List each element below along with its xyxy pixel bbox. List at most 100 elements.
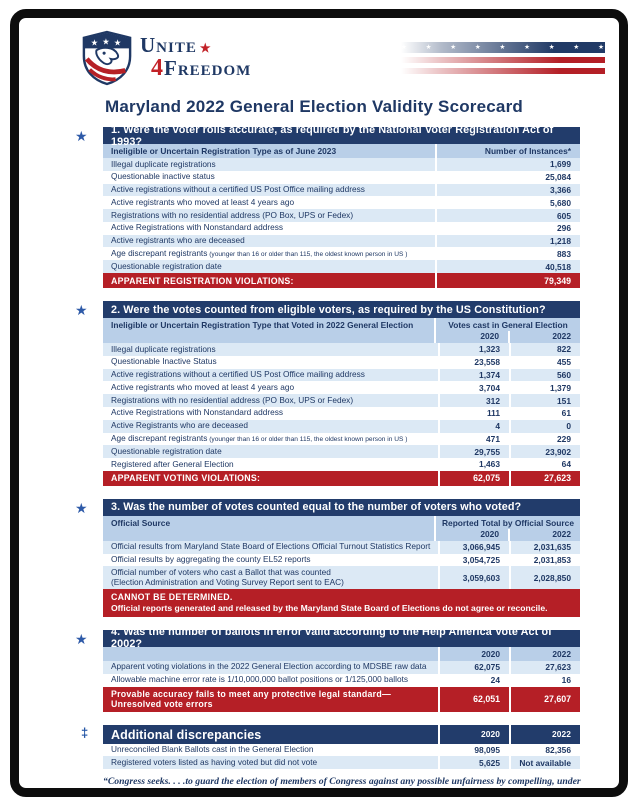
row-label-text: Unreconciled Blank Ballots cast in the G… <box>111 744 314 755</box>
table-row: Active Registrants who are deceased 4 0 <box>103 419 580 433</box>
year-column-header: 2020 <box>438 646 509 661</box>
row-value: 2,031,635 <box>509 540 580 554</box>
column-header-label: Ineligible or Uncertain Registration Typ… <box>111 146 337 156</box>
total-row: APPARENT REGISTRATION VIOLATIONS: 79,349 <box>103 273 580 289</box>
row-value: 61 <box>509 406 580 420</box>
quote-text: “Congress seeks. . . .to guard the elect… <box>103 776 581 797</box>
row-label: Active Registrants who are deceased <box>103 420 438 433</box>
table-row: Official number of voters who cast a Bal… <box>103 566 580 589</box>
table-row: Active Registrations with Nonstandard ad… <box>103 406 580 420</box>
row-value: 1,374 <box>438 368 509 382</box>
table-row: Registered after General Election 1,463 64 <box>103 458 580 471</box>
row-value: 111 <box>438 406 509 420</box>
section-1: ★ 1. Were the voter rolls accurate, as re… <box>75 124 580 289</box>
table-row: Active registrants who moved at least 4 … <box>103 196 580 210</box>
row-label-text: Questionable inactive status <box>111 171 215 182</box>
row-label: Age discrepant registrants (younger than… <box>103 247 435 260</box>
row-label: Apparent voting violations in the 2022 G… <box>103 661 438 674</box>
table-row: Registered voters listed as having voted… <box>103 756 580 770</box>
table-row: Active registrations without a certified… <box>103 368 580 382</box>
row-label: Registered voters listed as having voted… <box>103 756 438 769</box>
row-label-text: Apparent voting violations in the 2022 G… <box>111 661 427 672</box>
section-3: ★ 3. Was the number of votes counted equa… <box>75 498 580 617</box>
table-rows: Apparent voting violations in the 2022 G… <box>103 660 580 687</box>
row-label-text: Questionable registration date <box>111 260 222 271</box>
section-star-icon: ★ <box>75 630 88 647</box>
year-column-header: 2020 <box>438 724 509 744</box>
page-frame: ★ ★ ★ Unite★ 4Freedom ★ ★ ★ ★ ★ ★ ★ ★ ★ <box>10 9 628 797</box>
row-value: 3,066,945 <box>438 540 509 554</box>
row-label-text: Registered voters listed as having voted… <box>111 756 318 767</box>
section-table: 2. Were the votes counted from eligible … <box>103 301 580 486</box>
row-value: 3,366 <box>435 183 580 197</box>
total-value: 62,051 <box>438 686 509 712</box>
row-label-text: Questionable Inactive Status <box>111 356 217 367</box>
table-row: Active Registrations with Nonstandard ad… <box>103 221 580 235</box>
row-label-text: Illegal duplicate registrations <box>111 343 216 354</box>
row-value: 62,075 <box>438 660 509 674</box>
section-2: ★ 2. Were the votes counted from eligible… <box>75 301 580 486</box>
row-label-text: Questionable registration date <box>111 445 222 456</box>
column-header-row: Ineligible or Uncertain Registration Typ… <box>103 318 580 344</box>
table-row: Age discrepant registrants (younger than… <box>103 432 580 446</box>
row-value: 24 <box>438 673 509 687</box>
table-rows: Illegal duplicate registrations 1,699 Ques… <box>103 158 580 274</box>
table-row: Official results from Maryland State Boa… <box>103 540 580 554</box>
row-label-text: Active Registrants who are deceased <box>111 420 248 431</box>
column-header-row: Ineligible or Uncertain Registration Typ… <box>103 144 580 158</box>
row-value: 82,356 <box>509 743 580 757</box>
total-label: APPARENT REGISTRATION VIOLATIONS: <box>111 275 294 286</box>
row-value: 1,323 <box>438 343 509 356</box>
row-label-text: Registered after General Election <box>111 458 234 469</box>
eagle-shield-icon: ★ ★ ★ <box>82 30 132 86</box>
row-value: 2,031,853 <box>509 553 580 567</box>
row-label: Unreconciled Blank Ballots cast in the G… <box>103 744 438 757</box>
page-title: Maryland 2022 General Election Validity … <box>105 97 523 116</box>
total-label: Provable accuracy fails to meet any prot… <box>111 689 391 710</box>
wordmark-four: 4 <box>151 55 164 82</box>
flag-banner: ★ ★ ★ ★ ★ ★ ★ ★ ★ ★ ★ ★ ★ ★ <box>401 42 605 74</box>
row-value: 296 <box>435 221 580 235</box>
row-value: 16 <box>509 673 580 687</box>
section-table: 1. Were the voter rolls accurate, as req… <box>103 124 580 289</box>
row-label: Active registrants who moved at least 4 … <box>103 381 438 394</box>
year-column-header: 2020 <box>480 528 499 539</box>
row-label-text: Official results by aggregating the coun… <box>111 554 311 565</box>
row-value: 605 <box>435 209 580 222</box>
row-label: Active registrants who moved at least 4 … <box>103 196 435 209</box>
row-label-text: Active Registrations with Nonstandard ad… <box>111 407 284 418</box>
section-heading: 1. Were the voter rolls accurate, as req… <box>103 124 580 148</box>
row-value: 312 <box>438 394 509 407</box>
group-header: Votes cast in General Election <box>448 320 568 331</box>
row-value: 5,680 <box>435 196 580 210</box>
row-value: 3,704 <box>438 381 509 395</box>
row-label: Allowable machine error rate is 1/10,000… <box>103 674 438 687</box>
row-value: 0 <box>509 419 580 433</box>
quote-block: “Congress seeks. . . .to guard the elect… <box>103 776 583 797</box>
flag-banner-stripe <box>401 68 605 74</box>
section-star-icon: ★ <box>75 302 88 319</box>
row-label: Active Registrations with Nonstandard ad… <box>103 222 435 235</box>
svg-text:★: ★ <box>91 37 99 47</box>
row-label-text: Active registrations without a certified… <box>111 369 365 380</box>
section-table: 4. Was the number of ballots in error va… <box>103 626 580 712</box>
total-row: APPARENT VOTING VIOLATIONS: 62,075 27,623 <box>103 470 580 486</box>
row-label-text: Illegal duplicate registrations <box>111 158 216 169</box>
wordmark: Unite ★ 4Freedom <box>140 34 251 82</box>
wordmark-star-icon: ★ <box>199 41 212 56</box>
table-row: Unreconciled Blank Ballots cast in the G… <box>103 743 580 757</box>
svg-text:★: ★ <box>102 37 110 47</box>
row-value: 29,755 <box>438 445 509 459</box>
year-column-header: 2020 <box>480 331 499 342</box>
table-row: Official results by aggregating the coun… <box>103 553 580 567</box>
total-value: 62,075 <box>438 470 509 486</box>
row-label-subtext: (Election Administration and Voting Surv… <box>111 576 344 587</box>
column-header-label <box>103 647 438 661</box>
row-label-text: Active registrants who are deceased <box>111 235 245 246</box>
row-value: 1,463 <box>438 458 509 471</box>
row-label: Official number of voters who cast a Bal… <box>103 566 438 589</box>
row-value: 23,558 <box>438 355 509 369</box>
table-row: Questionable inactive status 25,084 <box>103 170 580 184</box>
section-5: ‡ Additional discrepancies 2020 2022 Unrecon… <box>81 724 580 770</box>
